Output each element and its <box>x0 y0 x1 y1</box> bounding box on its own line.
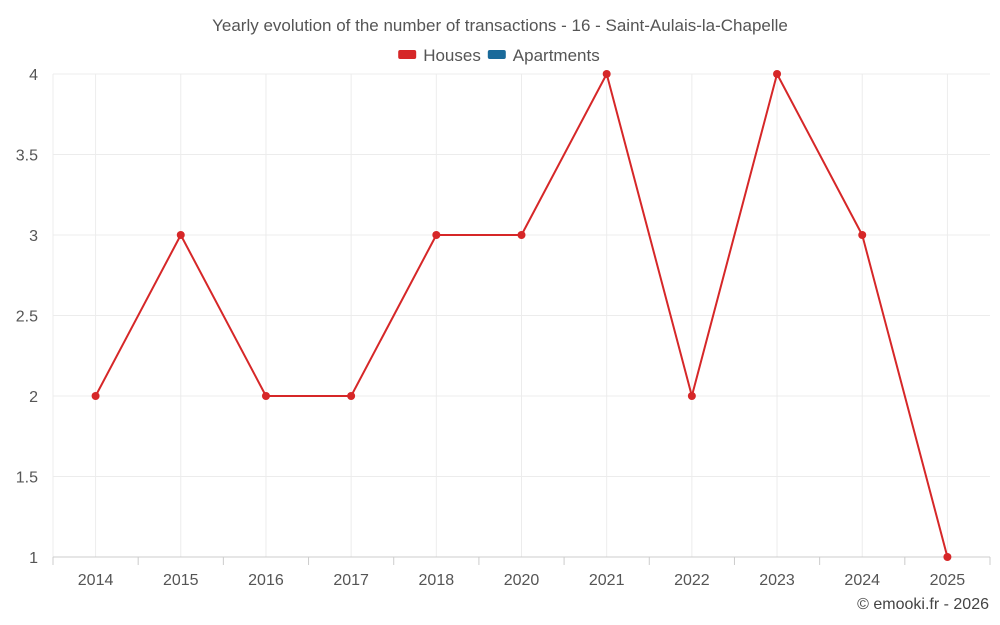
data-point-houses[interactable] <box>687 392 696 400</box>
x-tick-label: 2015 <box>163 572 199 589</box>
legend-label: Houses <box>423 46 481 65</box>
data-point-houses[interactable] <box>261 392 270 400</box>
x-tick-label: 2014 <box>78 572 114 589</box>
x-tick-label: 2024 <box>844 572 880 589</box>
legend-label: Apartments <box>513 46 600 65</box>
data-point-houses[interactable] <box>91 392 100 400</box>
data-point-houses[interactable] <box>773 70 782 78</box>
y-tick-label: 3 <box>29 228 38 245</box>
legend-item-apartments[interactable]: Apartments <box>487 46 600 65</box>
data-point-houses[interactable] <box>517 231 526 239</box>
chart-title: Yearly evolution of the number of transa… <box>212 16 788 35</box>
x-tick-label: 2017 <box>333 572 369 589</box>
data-point-houses[interactable] <box>432 231 441 239</box>
x-tick-label: 2016 <box>248 572 284 589</box>
y-tick-label: 1 <box>29 550 38 567</box>
data-point-houses[interactable] <box>176 231 185 239</box>
x-tick-label: 2020 <box>504 572 540 589</box>
series-layer <box>91 70 952 561</box>
data-point-houses[interactable] <box>858 231 867 239</box>
y-tick-label: 1.5 <box>16 470 38 487</box>
legend-swatch <box>487 50 506 59</box>
data-point-houses[interactable] <box>347 392 356 400</box>
x-tick-label: 2023 <box>759 572 795 589</box>
axes: 1 1.5 2 2.5 3 3.5 4 2014 2015 2016 2017 2018 2020 202… <box>16 67 991 589</box>
data-point-houses[interactable] <box>943 553 952 561</box>
y-tick-label: 3.5 <box>16 148 38 165</box>
credit-text: © emooki.fr - 2026 <box>857 596 989 613</box>
y-tick-label: 4 <box>29 67 38 84</box>
legend-swatch <box>398 50 417 59</box>
legend: Houses Apartments <box>398 46 600 65</box>
y-tick-label: 2.5 <box>16 309 38 326</box>
x-tick-label: 2021 <box>589 572 625 589</box>
x-tick-label: 2018 <box>419 572 455 589</box>
y-tick-label: 2 <box>29 389 38 406</box>
legend-item-houses[interactable]: Houses <box>398 46 481 65</box>
data-point-houses[interactable] <box>602 70 611 78</box>
grid <box>52 73 990 557</box>
x-tick-label: 2025 <box>930 572 966 589</box>
x-tick-label: 2022 <box>674 572 710 589</box>
